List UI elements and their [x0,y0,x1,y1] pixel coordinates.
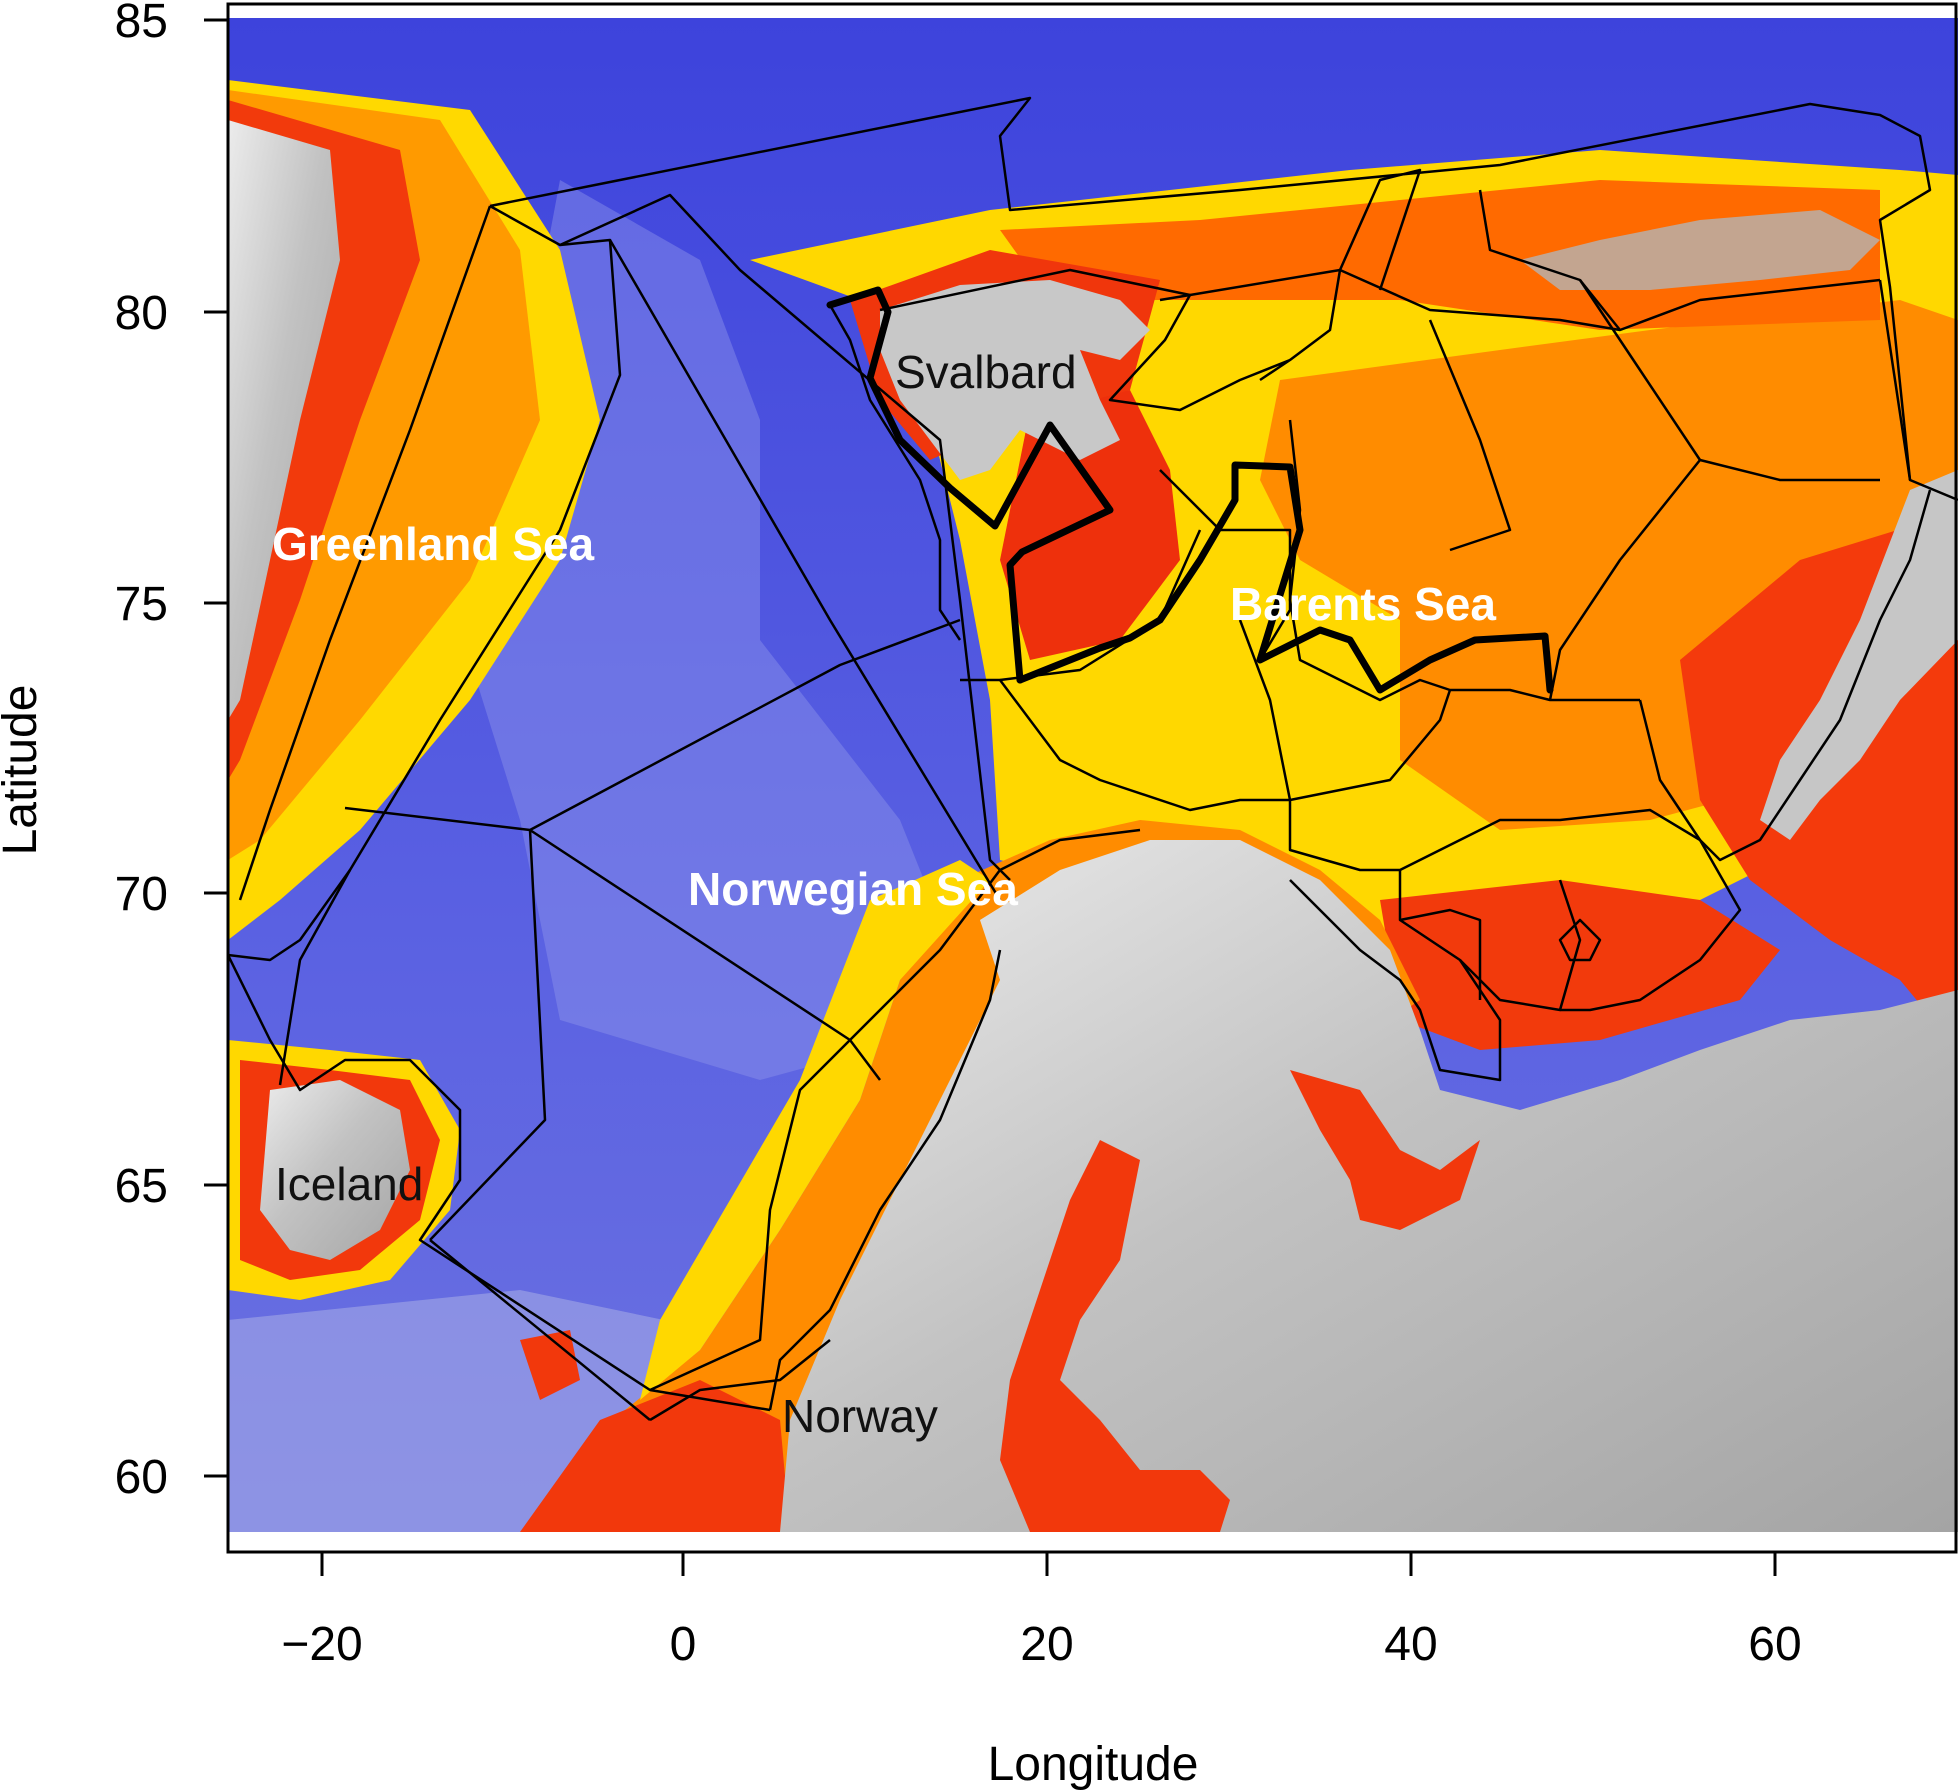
bold-barents-line [1016,461,1554,694]
boundary-iceland-rim [228,954,771,1412]
boundary-barents-g [1548,459,1701,701]
x-tick-label: −20 [281,1618,362,1671]
bold-svalbard-west [826,286,1114,684]
plot-frame [226,2,1958,1554]
y-tick-label: 70 [115,868,168,921]
label-norway: Norway [782,1390,938,1442]
y-tick-label: 80 [115,287,168,340]
y-axis: 85 80 75 70 65 60 [115,0,228,1504]
boundary-barents-h [1878,279,1912,481]
boundary-barents-c [1478,189,1621,331]
iceland-land [260,1080,410,1260]
boundary-ridge-1 [608,239,1002,901]
boundary-kara-edge [1638,489,1932,862]
gulf-of-bothnia [1000,1140,1230,1532]
label-iceland: Iceland [275,1158,423,1210]
northern-red-strip [1000,180,1880,330]
label-greenland-sea: Greenland Sea [272,518,595,570]
boundary-barents-n [1399,908,1482,1000]
central-barents-red [1000,390,1180,660]
boundary-jan-mayen-vert [429,829,547,1241]
boundary-greenland-west [238,205,492,901]
boundary-pechora-a [1459,879,1582,1012]
x-tick-label: 60 [1748,1618,1801,1671]
boundary-iceland-east [278,869,352,1086]
map-raster [228,18,1958,1532]
boundary-norway-shelf-c [649,1339,831,1422]
boundary-greenland-sea [228,204,622,962]
bold-boundaries [826,286,1554,694]
boundary-north-sea [429,1239,651,1421]
y-tick-label: 60 [115,1451,168,1504]
boundary-pechora-island [1558,918,1602,962]
norway-shelf-yellow [640,860,990,1400]
svalbard-land [880,280,1150,480]
y-axis-title: Latitude [0,685,47,856]
y-tick-label: 65 [115,1160,168,1213]
x-axis-title: Longitude [988,1738,1199,1791]
boundary-barents-m [1289,870,1502,1082]
boundary-svalbard-west [828,304,962,641]
boundary-barents-i [1159,469,1292,661]
boundary-ridge-2 [559,193,1011,881]
white-sea [1290,1070,1480,1230]
faroe-shelf [520,1330,580,1400]
greenland-land [228,120,340,720]
label-barents-sea: Barents Sea [1230,578,1496,630]
franz-josef-land [1520,210,1880,290]
y-tick-label: 85 [115,0,168,48]
boundary-barents-k [960,678,1452,812]
north-sea-red [520,1380,790,1532]
x-tick-label: 0 [670,1618,697,1671]
boundary-outer-north [489,96,1958,502]
boundary-barents-e [1428,319,1512,552]
x-tick-label: 40 [1384,1618,1437,1671]
region-boundaries [228,96,1958,1422]
boundary-jan-mayen-row [344,618,961,832]
label-svalbard: Svalbard [895,346,1077,398]
y-tick-label: 75 [115,578,168,631]
place-labels: Svalbard Greenland Sea Barents Sea Norwe… [272,346,1496,1442]
boundary-barents-b [1289,268,1881,361]
x-tick-label: 20 [1020,1618,1073,1671]
boundary-svalbard-north [879,268,1292,412]
boundary-norway-shelf-a [649,828,1141,1392]
ocean-ridge-band [470,180,980,1080]
x-axis: −20 0 20 40 60 [281,1552,1802,1671]
boundary-norway-shelf-b [768,949,1002,1411]
label-norwegian-sea: Norwegian Sea [688,863,1018,915]
boundary-barents-l [1238,619,1742,1012]
boundary-barents-a [1159,168,1422,302]
